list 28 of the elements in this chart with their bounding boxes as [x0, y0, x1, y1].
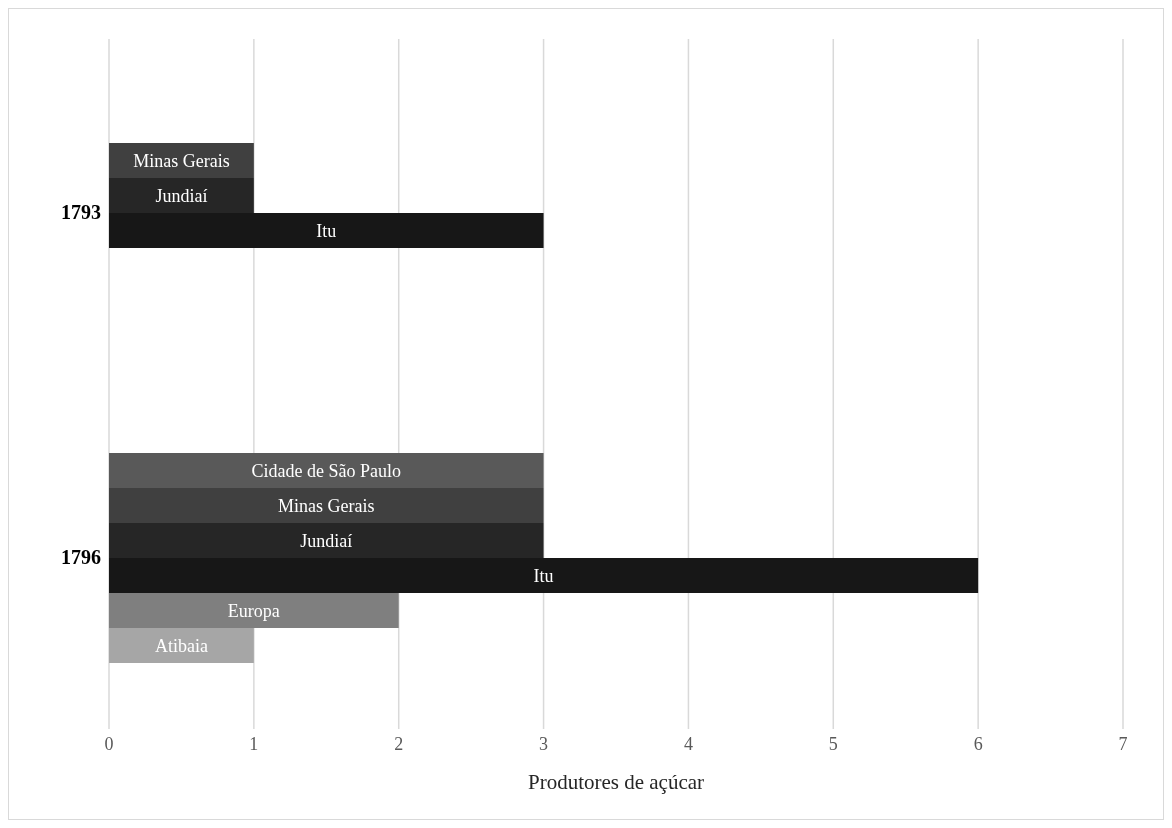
x-tick-label: 0 — [104, 733, 114, 754]
x-tick-label: 5 — [828, 733, 838, 754]
y-tick-label: 1796 — [61, 545, 101, 568]
bar — [109, 453, 544, 488]
bar — [109, 488, 544, 523]
series-label: Europa — [227, 600, 280, 621]
bar — [109, 213, 544, 248]
x-axis-title: Produtores de açúcar — [527, 770, 705, 794]
text: Minas Gerais — [278, 495, 375, 516]
series-label: Cidade de São Paulo — [251, 460, 402, 481]
text: Jundiaí — [300, 530, 353, 551]
x-tick-label: 3 — [539, 733, 549, 754]
x-tick-label: 2 — [394, 733, 404, 754]
x-tick-label: 7 — [1118, 733, 1128, 754]
bar — [109, 558, 979, 593]
series-label: Atibaia — [154, 635, 208, 656]
y-tick-label: 1793 — [61, 200, 101, 223]
bar — [109, 178, 254, 213]
series-label: Minas Gerais — [133, 150, 230, 171]
bar — [109, 593, 399, 628]
x-tick-label: 1 — [249, 733, 259, 754]
series-label: Itu — [316, 220, 337, 241]
series-label: Jundiaí — [155, 185, 208, 206]
text: Itu — [533, 565, 554, 586]
x-tick-label: 4 — [683, 733, 693, 754]
bar — [109, 628, 254, 663]
x-tick-label: 6 — [973, 733, 983, 754]
bar — [109, 523, 544, 558]
